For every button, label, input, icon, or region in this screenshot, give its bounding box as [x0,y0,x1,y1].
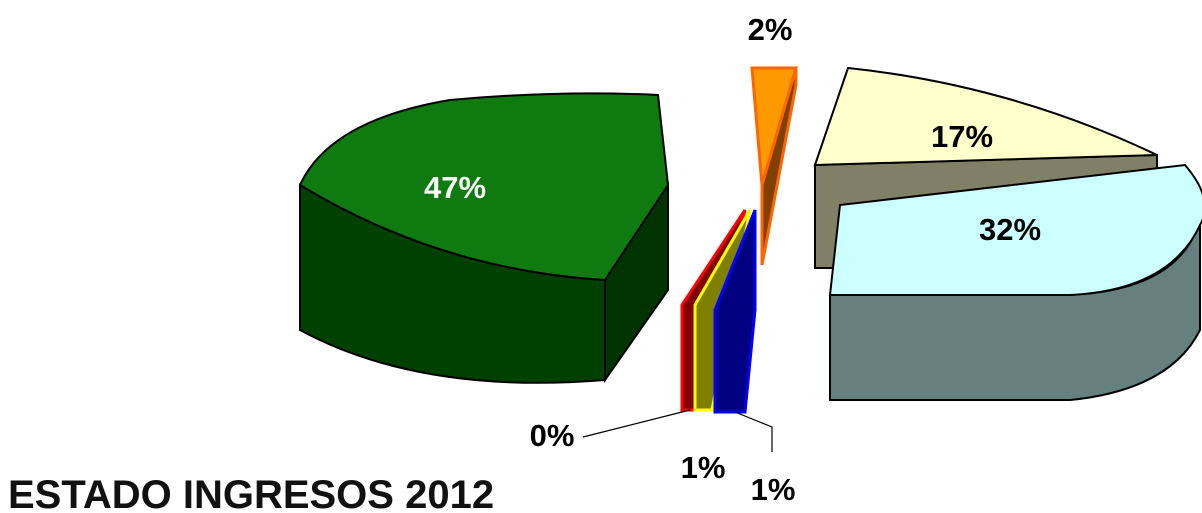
slice-small-group [680,209,757,414]
label-0: 0% [530,418,575,453]
label-47: 47% [424,170,486,205]
leader-0 [582,409,691,438]
slice-2-side [760,67,798,266]
leader-1-right [734,411,773,452]
label-2: 2% [748,12,793,47]
slice-17-top [813,66,1158,167]
label-1-right: 1% [751,472,796,507]
chart-title: ESTADO INGRESOS 2012 [8,473,494,513]
slice-47-top [298,92,670,282]
slice-47 [298,92,670,384]
slice-32-top [828,163,1202,296]
slice-2 [750,66,798,266]
slice-32 [828,163,1202,401]
label-32: 32% [979,212,1041,247]
slice-blue [713,209,757,414]
label-1-left: 1% [681,450,726,485]
label-17: 17% [931,119,993,154]
